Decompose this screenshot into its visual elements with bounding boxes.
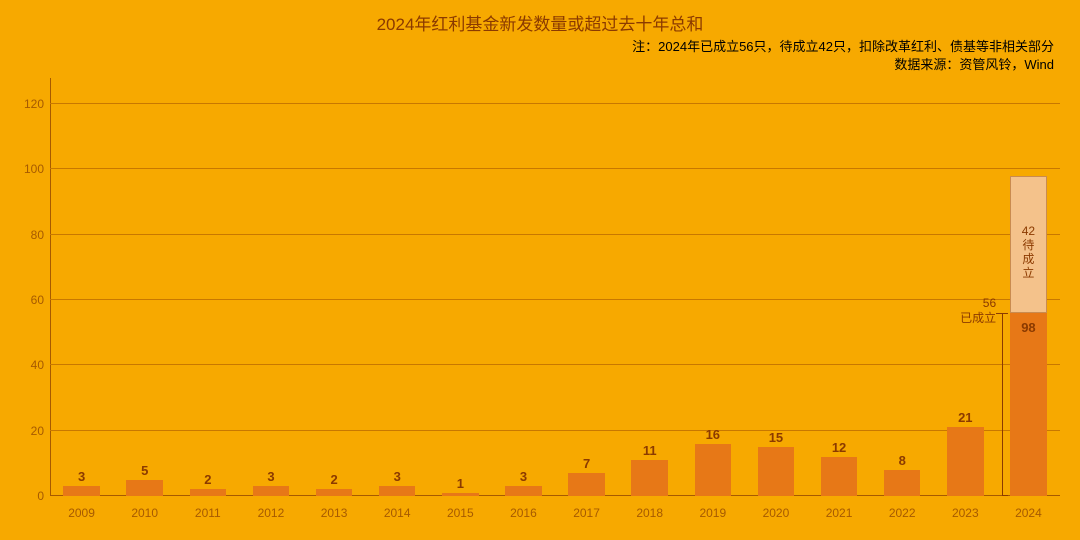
y-tick-label: 40 [2, 358, 44, 372]
x-tick-label: 2017 [573, 506, 600, 520]
x-tick-label: 2012 [258, 506, 285, 520]
y-tick-label: 120 [2, 97, 44, 111]
brace-icon [1002, 313, 1008, 496]
data-label: 16 [706, 427, 720, 442]
data-label: 11 [643, 443, 657, 458]
bar-primary [253, 486, 290, 496]
grid-line [50, 299, 1060, 300]
data-label: 2 [204, 472, 211, 487]
x-tick-label: 2013 [321, 506, 348, 520]
stack-label-lower: 56 已成立 [960, 296, 996, 325]
bar-primary [63, 486, 100, 496]
plot-area: 0204060801001202009320105201122012320132… [50, 78, 1060, 496]
grid-line [50, 103, 1060, 104]
x-tick-label: 2018 [636, 506, 663, 520]
bar-primary [190, 489, 227, 496]
x-tick-label: 2023 [952, 506, 979, 520]
data-label: 3 [78, 469, 85, 484]
bar-primary [884, 470, 921, 496]
grid-line [50, 168, 1060, 169]
x-tick-label: 2020 [763, 506, 790, 520]
data-label: 21 [958, 410, 972, 425]
x-tick-label: 2011 [195, 506, 221, 520]
chart-title: 2024年红利基金新发数量或超过去十年总和 [0, 10, 1080, 35]
bar-primary [947, 427, 984, 496]
data-label: 98 [1021, 320, 1035, 335]
y-tick-label: 60 [2, 293, 44, 307]
grid-line [50, 430, 1060, 431]
bar-primary [631, 460, 668, 496]
x-tick-label: 2024 [1015, 506, 1042, 520]
stack-label-upper: 42 待 成 立 [1010, 225, 1047, 280]
data-label: 3 [394, 469, 401, 484]
chart-subtitle: 注：2024年已成立56只，待成立42只，扣除改革红利、债基等非相关部分 数据来… [632, 38, 1054, 74]
data-label: 15 [769, 430, 783, 445]
bar-primary [695, 444, 732, 496]
bar-primary [126, 480, 163, 496]
bar-primary [505, 486, 542, 496]
y-tick-label: 0 [2, 489, 44, 503]
x-tick-label: 2009 [68, 506, 95, 520]
bar-primary [379, 486, 416, 496]
bar-primary [442, 493, 479, 496]
x-tick-label: 2021 [826, 506, 853, 520]
grid-line [50, 364, 1060, 365]
data-label: 5 [141, 463, 148, 478]
grid-line [50, 234, 1060, 235]
x-tick-label: 2010 [131, 506, 158, 520]
chart-root: 2024年红利基金新发数量或超过去十年总和 注：2024年已成立56只，待成立4… [0, 0, 1080, 540]
bar-primary [1010, 313, 1047, 496]
y-axis-line [50, 78, 51, 496]
data-label: 2 [330, 472, 337, 487]
x-tick-label: 2016 [510, 506, 537, 520]
data-label: 1 [457, 476, 464, 491]
x-tick-label: 2015 [447, 506, 474, 520]
data-label: 8 [899, 453, 906, 468]
bar-primary [821, 457, 858, 496]
data-label: 7 [583, 456, 590, 471]
bar-primary [758, 447, 795, 496]
data-label: 3 [520, 469, 527, 484]
data-label: 12 [832, 440, 846, 455]
x-tick-label: 2022 [889, 506, 916, 520]
y-tick-label: 20 [2, 424, 44, 438]
x-tick-label: 2019 [699, 506, 726, 520]
brace-nub-icon [996, 313, 1002, 314]
bar-primary [316, 489, 353, 496]
y-tick-label: 100 [2, 162, 44, 176]
data-label: 3 [267, 469, 274, 484]
x-tick-label: 2014 [384, 506, 411, 520]
bar-primary [568, 473, 605, 496]
y-tick-label: 80 [2, 228, 44, 242]
